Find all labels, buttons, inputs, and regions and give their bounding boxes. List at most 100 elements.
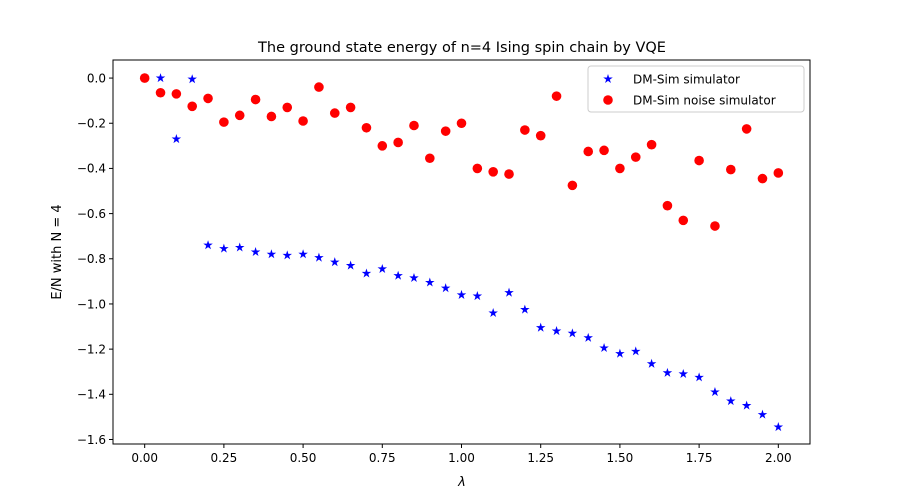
y-axis-ticks: 0.0 −0.2 −0.4 −0.6 −0.8 −1.0 −1.2 −1.4 −1.6	[77, 71, 113, 447]
star-point	[757, 409, 768, 419]
star-point	[567, 328, 578, 338]
star-point	[615, 348, 625, 358]
y-tick-label: −1.6	[77, 433, 106, 447]
circle-point	[266, 111, 277, 122]
circle-point	[741, 124, 752, 134]
circle-point	[456, 118, 467, 129]
circle-point	[219, 117, 229, 127]
star-point	[646, 358, 657, 368]
circle-point	[361, 122, 372, 133]
circle-point	[535, 130, 546, 141]
circle-point	[694, 155, 704, 166]
circle-point	[599, 145, 609, 156]
circle-point	[551, 91, 562, 101]
star-point	[409, 272, 419, 283]
circle-point	[757, 173, 768, 184]
star-point	[234, 242, 245, 252]
circle-point	[504, 169, 514, 179]
star-point	[741, 400, 752, 410]
plot-frame	[112, 59, 811, 445]
circle-point	[615, 163, 625, 174]
star-point	[440, 283, 451, 293]
y-tick-label: −0.4	[77, 162, 106, 176]
star-point	[203, 240, 213, 250]
chart-title: The ground state energy of n=4 Ising spi…	[257, 40, 666, 56]
star-point	[710, 387, 720, 397]
circle-point	[488, 167, 498, 177]
y-axis-label: E/N with N = 4	[50, 204, 65, 299]
star-point	[678, 368, 689, 379]
star-point	[282, 250, 293, 260]
star-point	[425, 277, 435, 287]
star-point	[345, 260, 356, 270]
legend-item: DM-Sim simulator	[603, 72, 740, 86]
circle-point	[425, 153, 435, 164]
circle-point	[187, 101, 198, 112]
x-tick-label: 0.00	[131, 451, 158, 465]
y-tick-label: 0.0	[87, 71, 106, 85]
y-tick-label: −0.8	[77, 252, 106, 266]
star-point	[187, 74, 197, 84]
circle-point	[409, 120, 419, 131]
series-2-points	[139, 73, 784, 231]
star-point	[250, 247, 261, 257]
circle-point	[250, 94, 261, 105]
circle-point	[139, 73, 150, 83]
circle-point	[329, 108, 340, 118]
legend: DM-Sim simulator DM-Sim noise simulator	[587, 65, 805, 113]
star-point	[361, 268, 372, 278]
circle-point	[725, 164, 736, 175]
x-tick-label: 0.75	[369, 451, 396, 465]
star-point	[377, 263, 388, 273]
circle-point	[440, 126, 451, 136]
legend-label: DM-Sim simulator	[633, 72, 740, 86]
star-point	[314, 252, 324, 262]
star-point	[298, 249, 308, 259]
star-point	[504, 287, 514, 297]
legend-label: DM-Sim noise simulator	[633, 93, 776, 107]
circle-point	[234, 110, 245, 121]
circle-point	[520, 125, 530, 135]
circle-point	[171, 89, 182, 99]
star-point	[603, 74, 613, 84]
circle-point	[472, 163, 483, 174]
circle-point	[377, 141, 388, 151]
circle-point	[314, 82, 324, 92]
x-tick-label: 0.50	[290, 451, 317, 465]
star-point	[488, 307, 498, 318]
star-point	[694, 372, 704, 382]
x-tick-label: 1.00	[448, 451, 475, 465]
circle-point	[646, 139, 657, 150]
x-tick-label: 1.75	[686, 451, 713, 465]
circle-point	[662, 200, 673, 211]
circle-point	[282, 102, 293, 113]
x-tick-label: 2.00	[765, 451, 792, 465]
star-point	[330, 257, 340, 267]
data-points	[139, 73, 784, 432]
x-tick-label: 1.25	[527, 451, 554, 465]
star-point	[773, 422, 784, 432]
circle-point	[773, 168, 784, 178]
star-point	[551, 326, 562, 336]
x-axis-ticks: 0.00 0.25 0.50 0.75 1.00 1.25 1.50 1.75 2.00	[131, 444, 792, 465]
series-1-points	[139, 73, 784, 432]
circle-point	[203, 93, 213, 104]
star-point	[456, 289, 467, 299]
star-point	[472, 291, 483, 301]
y-tick-label: −0.6	[77, 207, 106, 221]
legend-frame	[587, 65, 805, 113]
circle-point	[678, 215, 689, 226]
circle-point	[710, 221, 720, 231]
y-tick-label: −0.2	[77, 117, 106, 131]
star-point	[520, 304, 530, 314]
star-point	[171, 134, 182, 144]
circle-point	[298, 116, 308, 126]
star-point	[219, 243, 229, 253]
circle-point	[630, 152, 641, 162]
star-point	[599, 343, 609, 353]
circle-point	[393, 137, 403, 148]
star-point	[583, 332, 593, 342]
star-point	[266, 249, 277, 259]
legend-item: DM-Sim noise simulator	[603, 93, 776, 107]
